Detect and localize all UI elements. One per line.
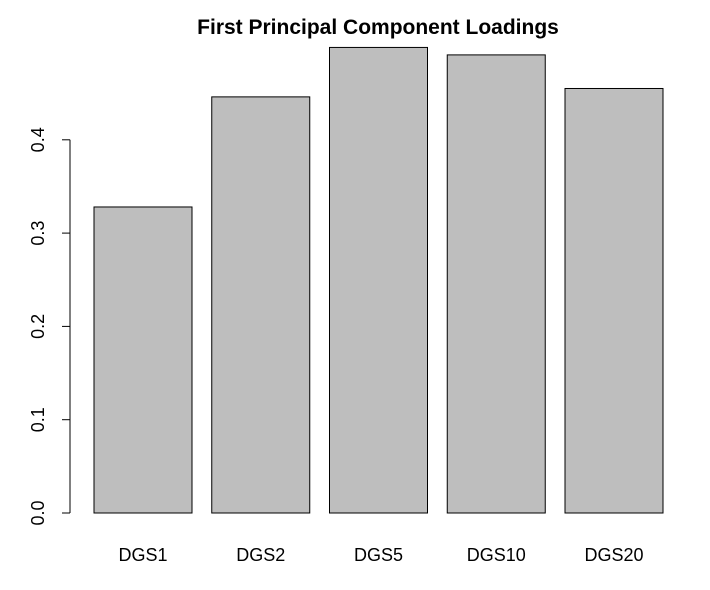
bar-dgs2	[211, 96, 311, 514]
bar-dgs5	[329, 46, 428, 514]
bar-dgs1	[93, 206, 193, 514]
y-axis: 0.0 0.1 0.2 0.3 0.4	[28, 127, 71, 526]
x-tick-label: DGS10	[467, 545, 526, 565]
x-tick-label: DGS2	[236, 545, 285, 565]
bars-group	[93, 46, 664, 514]
x-tick-label: DGS1	[118, 545, 167, 565]
y-tick-label: 0.3	[28, 221, 48, 246]
x-axis-labels: DGS1 DGS2 DGS5 DGS10 DGS20	[118, 545, 643, 565]
y-tick-label: 0.0	[28, 500, 48, 525]
bar-dgs20	[564, 87, 664, 514]
y-tick-label: 0.4	[28, 127, 48, 152]
x-tick-label: DGS5	[354, 545, 403, 565]
x-tick-label: DGS20	[584, 545, 643, 565]
chart-title: First Principal Component Loadings	[197, 16, 559, 39]
y-tick-label: 0.2	[28, 314, 48, 339]
y-tick-label: 0.1	[28, 407, 48, 432]
bar-dgs10	[446, 54, 546, 514]
